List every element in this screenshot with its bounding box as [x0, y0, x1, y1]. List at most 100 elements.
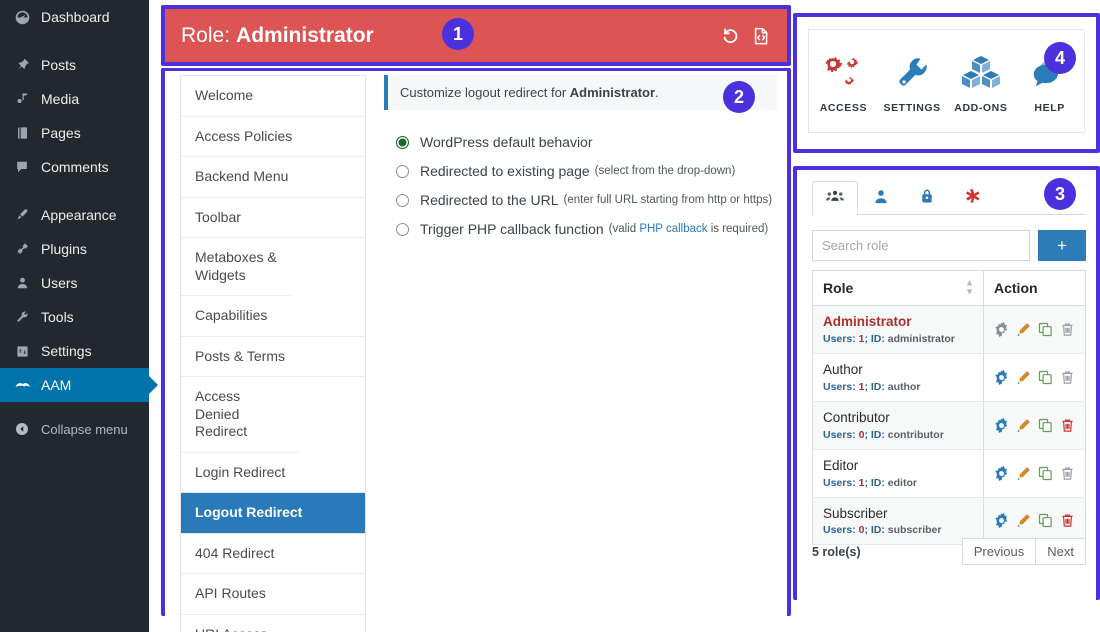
users-label: Users:	[823, 428, 856, 441]
feature-item-access-denied-redirect[interactable]: Access Denied Redirect	[181, 377, 299, 453]
option-hint: (valid PHP callback is required)	[609, 223, 769, 235]
sidebar-item-appearance[interactable]: Appearance	[0, 198, 149, 232]
pencil-icon[interactable]	[1016, 322, 1031, 337]
pencil-icon[interactable]	[1016, 370, 1031, 385]
sidebar-item-comments[interactable]: Comments	[0, 150, 149, 184]
radio-button[interactable]	[396, 222, 409, 236]
feature-item-backend-menu[interactable]: Backend Menu	[181, 157, 365, 198]
table-row[interactable]: Subscriber Users: 0; ID: subscriber	[812, 497, 1086, 546]
action-cell	[983, 497, 1086, 546]
search-role-input[interactable]	[812, 230, 1030, 261]
sort-icon[interactable]: ▲ ▼	[965, 277, 974, 297]
feature-item-metaboxes-widgets[interactable]: Metaboxes & Widgets	[181, 238, 291, 296]
role-cell: Administrator Users: 1; ID: administrato…	[812, 305, 984, 354]
gear-icon[interactable]	[994, 369, 1009, 385]
sidebar-item-pages[interactable]: Pages	[0, 116, 149, 150]
feature-item-logout-redirect[interactable]: Logout Redirect	[181, 493, 365, 534]
role-meta: Users: 1; ID: administrator	[823, 332, 955, 345]
pagination: Previous Next	[961, 538, 1086, 565]
option-hint: (enter full URL starting from http or ht…	[563, 194, 773, 206]
gear-icon[interactable]	[994, 321, 1009, 337]
option-wordpress-default[interactable]: WordPress default behavior	[396, 134, 777, 150]
option-label: WordPress default behavior	[420, 134, 593, 150]
pencil-icon[interactable]	[1016, 513, 1031, 528]
id-label: ID:	[870, 332, 885, 345]
collapse-menu-button[interactable]: Collapse menu	[0, 412, 149, 446]
sidebar-item-settings[interactable]: Settings	[0, 334, 149, 368]
copy-icon[interactable]	[1038, 322, 1053, 337]
table-row[interactable]: Contributor Users: 0; ID: contributor	[812, 401, 1086, 450]
option-redirect-url[interactable]: Redirected to the URL (enter full URL st…	[396, 192, 777, 208]
table-row[interactable]: Administrator Users: 1; ID: administrato…	[812, 305, 1086, 354]
hint-text-after: is required)	[707, 223, 769, 235]
add-role-button[interactable]: +	[1038, 230, 1086, 261]
option-redirect-existing-page[interactable]: Redirected to existing page (select from…	[396, 163, 777, 179]
collapse-menu-label: Collapse menu	[41, 421, 128, 437]
role-cell: Subscriber Users: 0; ID: subscriber	[812, 497, 984, 546]
sidebar-item-tools[interactable]: Tools	[0, 300, 149, 334]
sidebar-item-aam[interactable]: AAM	[0, 368, 149, 402]
option-php-callback[interactable]: Trigger PHP callback function (valid PHP…	[396, 221, 777, 237]
copy-icon[interactable]	[1038, 418, 1053, 433]
gear-icon[interactable]	[994, 513, 1009, 529]
iconbar-label: ACCESS	[819, 101, 868, 114]
radio-button[interactable]	[396, 193, 409, 207]
sidebar-item-label: Users	[41, 275, 78, 291]
radio-button[interactable]	[396, 164, 409, 178]
next-button[interactable]: Next	[1036, 538, 1086, 565]
users-label: Users:	[823, 380, 856, 393]
feature-item-welcome[interactable]: Welcome	[181, 76, 365, 117]
trash-icon	[1060, 370, 1075, 385]
copy-icon[interactable]	[1038, 466, 1053, 481]
sidebar-item-users[interactable]: Users	[0, 266, 149, 300]
sidebar-item-label: Comments	[41, 159, 109, 175]
iconbar-item-access[interactable]: ACCESS	[809, 49, 877, 114]
pencil-icon[interactable]	[1016, 418, 1031, 433]
annotation-badge-2: 2	[723, 81, 755, 113]
iconbar-item-settings[interactable]: SETTINGS	[878, 49, 946, 114]
tab-users[interactable]	[858, 181, 904, 215]
sidebar-item-dashboard[interactable]: Dashboard	[0, 0, 149, 34]
table-row[interactable]: Author Users: 1; ID: author	[812, 353, 1086, 402]
feature-item-capabilities[interactable]: Capabilities	[181, 296, 365, 337]
option-label: Redirected to existing page	[420, 163, 590, 179]
gear-icon[interactable]	[994, 465, 1009, 481]
wp-admin-sidebar: Dashboard Posts Media Pages Comments	[0, 0, 149, 632]
radio-button[interactable]	[396, 135, 409, 149]
feature-item-uri-access[interactable]: URI Access	[181, 615, 365, 632]
feature-item-access-policies[interactable]: Access Policies	[181, 117, 365, 157]
tab-visitor[interactable]	[904, 181, 950, 215]
users-count: 1	[858, 476, 865, 489]
copy-icon[interactable]	[1038, 370, 1053, 385]
feature-item-404-redirect[interactable]: 404 Redirect	[181, 534, 365, 574]
sidebar-item-plugins[interactable]: Plugins	[0, 232, 149, 266]
trash-icon[interactable]	[1060, 513, 1075, 528]
action-cell	[983, 353, 1086, 402]
feature-item-api-routes[interactable]: API Routes	[181, 574, 365, 615]
settings-icon	[12, 341, 32, 361]
table-row[interactable]: Editor Users: 1; ID: editor	[812, 449, 1086, 498]
column-header-role[interactable]: Role ▲ ▼	[812, 270, 984, 306]
tab-roles[interactable]	[812, 181, 858, 215]
sidebar-item-media[interactable]: Media	[0, 82, 149, 116]
roles-tab-bar	[812, 180, 1086, 215]
pencil-icon[interactable]	[1016, 466, 1031, 481]
iconbar-item-addons[interactable]: ADD-ONS	[947, 49, 1015, 114]
undo-reset-icon[interactable]	[720, 26, 740, 46]
file-code-icon[interactable]	[751, 26, 771, 46]
users-count: 0	[858, 428, 865, 441]
php-callback-link[interactable]: PHP callback	[639, 223, 708, 235]
previous-button[interactable]: Previous	[961, 538, 1037, 565]
users-label: Users:	[823, 332, 856, 345]
users-label: Users:	[823, 524, 856, 537]
feature-item-toolbar[interactable]: Toolbar	[181, 198, 365, 238]
gear-icon[interactable]	[994, 417, 1009, 433]
trash-icon[interactable]	[1060, 418, 1075, 433]
sidebar-item-posts[interactable]: Posts	[0, 48, 149, 82]
feature-item-login-redirect[interactable]: Login Redirect	[181, 453, 365, 493]
tab-default[interactable]	[950, 181, 996, 215]
copy-icon[interactable]	[1038, 513, 1053, 528]
users-count: 0	[858, 524, 865, 537]
feature-item-posts-terms[interactable]: Posts & Terms	[181, 337, 365, 377]
user-icon	[874, 189, 888, 209]
